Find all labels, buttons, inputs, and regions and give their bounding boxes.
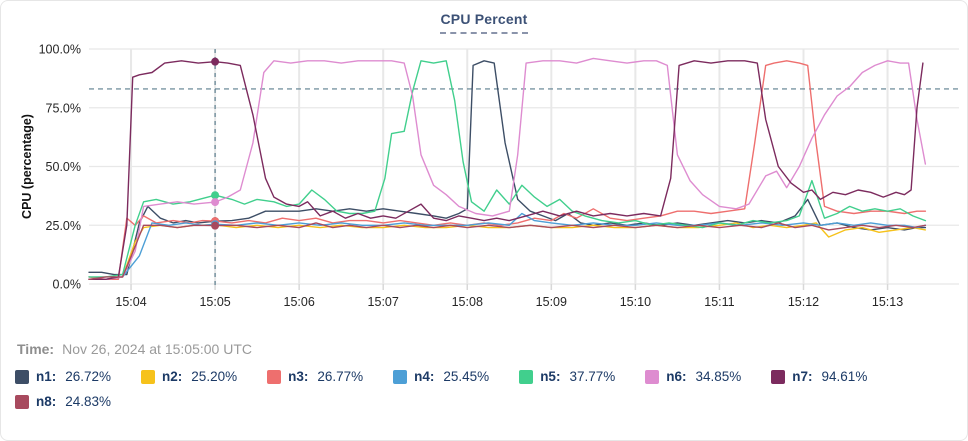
x-tick-label: 15:04 bbox=[115, 295, 146, 309]
x-tick-label: 15:09 bbox=[536, 295, 567, 309]
legend-swatch-icon bbox=[645, 369, 660, 384]
x-tick-label: 15:11 bbox=[704, 295, 734, 309]
legend-item-n6[interactable]: n6: 34.85% bbox=[645, 369, 741, 384]
legend-series-name: n6: bbox=[666, 369, 687, 384]
series-line-n5 bbox=[88, 60, 927, 278]
legend-swatch-icon bbox=[267, 369, 282, 384]
series-line-n3 bbox=[88, 60, 927, 280]
legend-series-name: n1: bbox=[36, 369, 57, 384]
legend-series-value: 25.20% bbox=[191, 369, 238, 384]
legend-swatch-icon bbox=[771, 369, 786, 384]
legend-series-value: 26.77% bbox=[317, 369, 364, 384]
x-tick-label: 15:13 bbox=[872, 295, 903, 309]
y-tick-label: 25.0% bbox=[46, 219, 81, 233]
legend-series-value: 26.72% bbox=[65, 369, 112, 384]
legend-item-n8[interactable]: n8: 24.83% bbox=[15, 394, 111, 409]
crosshair-marker-n8 bbox=[211, 221, 220, 230]
legend-series-name: n5: bbox=[540, 369, 561, 384]
chart-title[interactable]: CPU Percent bbox=[440, 11, 528, 34]
legend-series-name: n7: bbox=[792, 369, 813, 384]
y-tick-label: 75.0% bbox=[46, 101, 81, 115]
y-tick-label: 0.0% bbox=[53, 278, 82, 292]
legend-item-n5[interactable]: n5: 37.77% bbox=[519, 369, 615, 384]
cpu-line-chart[interactable]: 0.0% 25.0% 50.0% 75.0% 100.0% 15:04 15:05 15:06… bbox=[1, 1, 968, 326]
legend-series-value: 25.45% bbox=[443, 369, 490, 384]
legend-swatch-icon bbox=[393, 369, 408, 384]
time-value: Nov 26, 2024 at 15:05:00 UTC bbox=[62, 341, 252, 357]
x-tick-label: 15:10 bbox=[620, 295, 651, 309]
legend-item-n7[interactable]: n7: 94.61% bbox=[771, 369, 867, 384]
legend-swatch-icon bbox=[519, 369, 534, 384]
legend-item-n2[interactable]: n2: 25.20% bbox=[141, 369, 237, 384]
series-line-n7 bbox=[88, 60, 924, 280]
legend-swatch-icon bbox=[15, 369, 29, 384]
series-line-n6 bbox=[88, 57, 927, 280]
crosshair-marker-n7 bbox=[211, 57, 220, 66]
legend-series-value: 94.61% bbox=[821, 369, 868, 384]
time-row: Time: Nov 26, 2024 at 15:05:00 UTC bbox=[17, 341, 252, 357]
legend: n1: 26.72% n2: 25.20% n3: 26.77% n4: 25.45% n5: 3… bbox=[15, 369, 957, 409]
series-line-n8 bbox=[88, 222, 927, 280]
legend-series-value: 34.85% bbox=[695, 369, 742, 384]
legend-series-value: 37.77% bbox=[569, 369, 616, 384]
time-label: Time: bbox=[17, 341, 55, 357]
y-tick-label: 50.0% bbox=[46, 160, 81, 174]
legend-item-n4[interactable]: n4: 25.45% bbox=[393, 369, 489, 384]
x-tick-label: 15:07 bbox=[368, 295, 399, 309]
legend-swatch-icon bbox=[141, 369, 156, 384]
crosshair-marker-n5 bbox=[211, 191, 220, 200]
legend-series-name: n3: bbox=[288, 369, 309, 384]
legend-series-value: 24.83% bbox=[65, 394, 112, 409]
legend-item-n3[interactable]: n3: 26.77% bbox=[267, 369, 363, 384]
y-axis-label: CPU (percentage) bbox=[20, 114, 34, 219]
legend-item-n1[interactable]: n1: 26.72% bbox=[15, 369, 111, 384]
y-tick-label: 100.0% bbox=[39, 43, 81, 57]
chart-header: CPU Percent bbox=[1, 11, 967, 34]
x-tick-label: 15:05 bbox=[199, 295, 230, 309]
x-tick-label: 15:06 bbox=[284, 295, 315, 309]
x-tick-label: 15:08 bbox=[452, 295, 483, 309]
legend-series-name: n8: bbox=[36, 394, 57, 409]
crosshair-marker-n6 bbox=[211, 198, 220, 207]
legend-series-name: n2: bbox=[162, 369, 183, 384]
x-tick-label: 15:12 bbox=[788, 295, 819, 309]
legend-series-name: n4: bbox=[414, 369, 435, 384]
legend-swatch-icon bbox=[15, 394, 29, 409]
